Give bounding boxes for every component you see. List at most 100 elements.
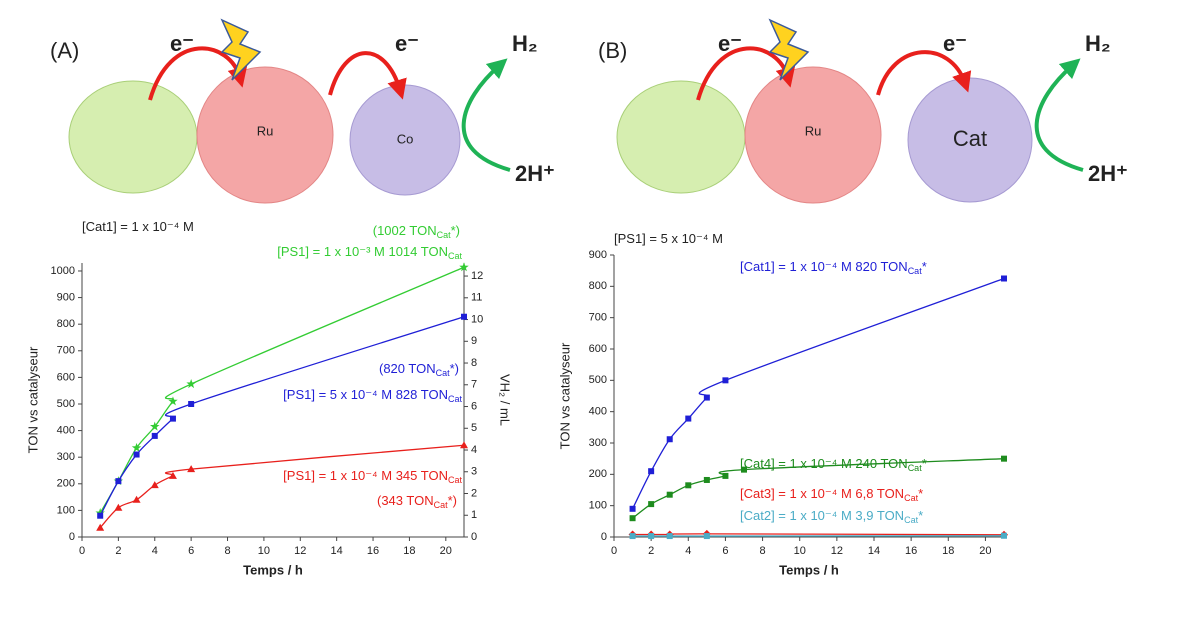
point [168,396,178,406]
x-tick-label: 12 [831,545,843,557]
point [188,400,195,407]
annotation: (820 TONCat*) [379,361,459,378]
y-tick-label: 200 [589,468,607,480]
y2-tick-label: 10 [471,313,483,325]
y-tick-label: 100 [57,504,75,516]
x-tick-label: 8 [224,545,230,557]
annotation-text: [Cat1] = 1 x 10⁻⁴ M 820 TON [740,259,908,274]
ps-metal: Ru [257,123,274,138]
y-tick-label: 1000 [51,265,75,277]
annotation-text: [Cat2] = 1 x 10⁻⁴ M 3,9 TON [740,508,904,523]
point [131,442,142,452]
point [648,501,655,508]
point [629,515,636,522]
point [150,421,160,431]
scheme: (B) Ru Cat e⁻ e⁻ H₂ 2H⁺ [598,18,1128,204]
y2-axis-label: VH₂ / mL [498,374,513,426]
donor-circle [68,80,198,194]
point [666,491,673,498]
point [133,451,140,458]
point [187,465,196,473]
point [685,482,692,489]
x-tick-label: 18 [403,545,415,557]
annotation: [Cat3] = 1 x 10⁻⁴ M 6,8 TONCat* [740,486,923,503]
y2-tick-label: 7 [471,379,477,391]
point [115,478,122,485]
y-tick-label: 800 [57,318,75,330]
electron-label: e⁻ [718,31,742,56]
annotation-text: [PS1] = 1 x 10⁻⁴ M 345 TON [283,468,448,483]
point [132,495,141,503]
x-tick-label: 10 [258,545,270,557]
point [96,523,105,531]
series-line [99,444,465,529]
series-line [632,533,1005,536]
cat-metal: Cat [953,126,987,151]
electron-arrow [148,46,248,101]
annotation-text: (1002 TON [373,223,437,238]
annotation: [PS1] = 5 x 10⁻⁴ M 828 TONCat [283,387,462,404]
light-bolt [220,18,262,81]
electron-label: e⁻ [170,31,194,56]
y-tick-label: 500 [57,398,75,410]
y-tick-label: 600 [589,343,607,355]
annotation-sub: Cat [448,394,463,404]
point [648,533,655,540]
annotation: [Cat1] = 1 x 10⁻⁴ M 820 TONCat* [740,259,927,276]
electron-arrow [328,51,407,100]
annotation-sub: Cat [904,493,919,503]
annotation: [PS1] = 1 x 10⁻⁴ M 345 TONCat [283,468,462,485]
annotation-suffix: * [918,508,923,523]
y-tick-label: 900 [57,291,75,303]
point [666,436,673,443]
annotation-text: [Cat3] = 1 x 10⁻⁴ M 6,8 TON [740,486,904,501]
x-tick-label: 4 [152,545,158,557]
x-tick-label: 12 [294,545,306,557]
cat-metal: Co [397,131,414,146]
y2-tick-label: 12 [471,270,483,282]
point [741,466,747,473]
electron-arrow [876,50,972,96]
y-tick-label: 400 [57,424,75,436]
x-axis-label: Temps / h [243,562,303,577]
point [666,533,673,540]
annotation-suffix: *) [448,493,457,508]
point [703,394,710,401]
point [648,468,655,475]
point [722,472,729,479]
annotation-suffix: * [922,456,927,471]
annotation-sub: Cat [448,251,463,261]
electron-label: e⁻ [943,31,967,56]
proton-arrow [461,58,511,172]
series-line [99,316,465,517]
annotation-suffix: *) [450,361,459,376]
point [114,503,123,511]
annotation: (1002 TONCat*) [373,223,460,240]
annotation: [Cat1] = 1 x 10⁻⁴ M [82,219,194,234]
point [1001,532,1007,539]
x-tick-label: 6 [188,545,194,557]
point [460,441,468,449]
y-tick-label: 700 [589,312,607,324]
y-tick-label: 700 [57,345,75,357]
x-tick-label: 0 [79,545,85,557]
annotation: [Cat4] = 1 x 10⁻⁴ M 240 TONCat* [740,456,927,473]
y2-tick-label: 4 [471,444,477,456]
annotation-sub: Cat [904,515,919,525]
donor-circle [616,80,746,194]
point [186,379,196,389]
annotation-sub: Cat [436,368,451,378]
x-tick-label: 18 [942,545,954,557]
scheme: (A) Ru Co e⁻ e⁻ H₂ 2H⁺ [50,18,555,204]
proton-arrow [1034,58,1084,172]
electron-arrow [696,46,796,101]
annotation: [PS1] = 1 x 10⁻³ M 1014 TONCat [277,244,462,261]
annotation-sub: Cat [434,500,449,510]
x-tick-label: 10 [794,545,806,557]
annotation-sub: Cat [437,230,452,240]
x-tick-label: 14 [868,545,880,557]
chart: 0 2 4 6 8 10 12 14 16 18 2001002003004005006007008… [25,219,512,577]
electron-label: e⁻ [395,31,419,56]
point [703,533,710,540]
